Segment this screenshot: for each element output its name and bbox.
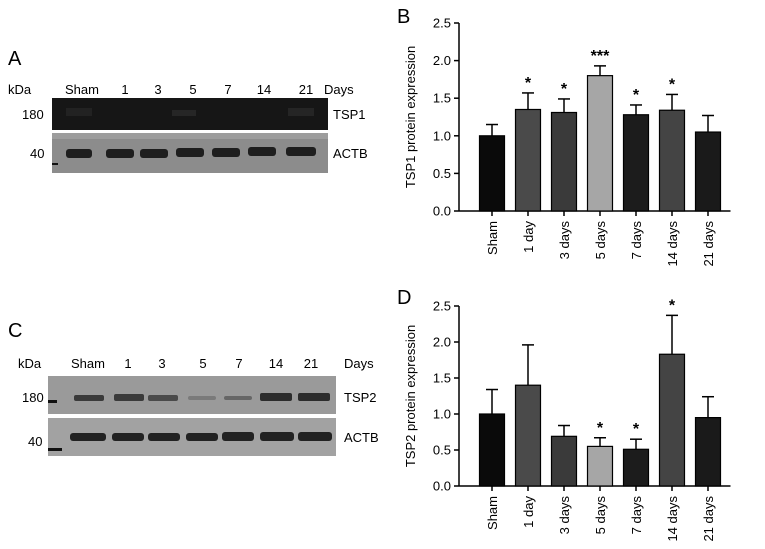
lane-label: 1 <box>121 82 129 97</box>
lane-label: 7 <box>224 82 232 97</box>
x-tick-label: 14 days <box>665 221 680 267</box>
bar <box>694 416 722 487</box>
panel-letter-c: C <box>8 320 23 342</box>
significance-marker: * <box>597 420 604 437</box>
x-tick-label: 21 days <box>701 496 716 542</box>
x-tick-label: 5 days <box>593 221 608 260</box>
y-tick-label: 0.5 <box>433 166 451 181</box>
y-tick-label: 1.5 <box>433 371 451 386</box>
y-tick-label: 2.5 <box>433 299 451 314</box>
panel-letter-a: A <box>8 48 22 70</box>
lane-label: 1 <box>124 356 132 371</box>
bar <box>622 448 650 487</box>
y-tick-label: 2.0 <box>433 53 451 68</box>
days-label: Days <box>344 356 374 371</box>
marker-40: 40 <box>30 146 45 161</box>
x-tick-label: Sham <box>485 221 500 255</box>
bar <box>658 109 686 212</box>
blot-c-lower-strip <box>48 418 336 456</box>
tsp2-bar-chart: 0.0 0.5 1.0 1.5 2.0 2.5 TSP2 protein expressio… <box>403 297 731 542</box>
y-tick-label: 0.5 <box>433 443 451 458</box>
bar <box>586 75 614 212</box>
bar <box>622 114 650 212</box>
lane-label: 21 <box>298 82 314 97</box>
significance-marker: * <box>633 421 640 438</box>
x-tick-label: 21 days <box>701 221 716 267</box>
significance-marker: * <box>669 297 676 314</box>
bar <box>550 111 578 212</box>
days-label: Days <box>324 82 354 97</box>
marker-180: 180 <box>22 107 44 122</box>
x-tick-label: 14 days <box>665 496 680 542</box>
significance-marker: *** <box>591 48 610 65</box>
bar <box>586 445 614 487</box>
x-tick-label: 1 day <box>521 221 536 253</box>
x-tick-label: 3 days <box>557 496 572 535</box>
significance-marker: * <box>525 75 532 92</box>
blot-c-upper-strip <box>48 376 336 414</box>
control-protein-label: ACTB <box>344 430 379 445</box>
x-tick-label: 7 days <box>629 221 644 260</box>
significance-marker: * <box>669 76 676 93</box>
lane-label: 14 <box>256 82 272 97</box>
target-protein-label: TSP1 <box>333 107 366 122</box>
control-protein-label: ACTB <box>333 146 368 161</box>
tsp1-bar-chart: 0.0 0.5 1.0 1.5 2.0 2.5 TSP1 protein expressio… <box>403 16 731 267</box>
lane-label: 5 <box>189 82 197 97</box>
kda-label: kDa <box>8 82 32 97</box>
marker-40: 40 <box>28 434 43 449</box>
lane-label: 7 <box>235 356 243 371</box>
y-axis-title: TSP2 protein expression <box>403 325 418 467</box>
bar <box>478 413 506 487</box>
panel-letter-d: D <box>397 287 412 309</box>
lane-label: 21 <box>303 356 319 371</box>
x-tick-label: 7 days <box>629 496 644 535</box>
lane-label: 14 <box>268 356 284 371</box>
bar <box>478 135 506 212</box>
lane-label: 3 <box>154 82 162 97</box>
bar <box>658 353 686 487</box>
lane-label: 5 <box>199 356 207 371</box>
y-axis-title: TSP1 protein expression <box>403 46 418 188</box>
target-protein-label: TSP2 <box>344 390 377 405</box>
lane-label: Sham <box>65 82 99 97</box>
bar <box>550 435 578 487</box>
blot-a-upper-strip <box>52 98 328 130</box>
y-tick-label: 1.5 <box>433 91 451 106</box>
y-tick-label: 2.5 <box>433 16 451 31</box>
bar <box>514 108 542 212</box>
y-tick-label: 2.0 <box>433 335 451 350</box>
y-tick-label: 0.0 <box>433 204 451 219</box>
lane-label: Sham <box>71 356 105 371</box>
blot-a-lower-strip <box>52 133 328 173</box>
significance-marker: * <box>561 81 568 98</box>
significance-marker: * <box>633 87 640 104</box>
x-tick-label: 5 days <box>593 496 608 535</box>
marker-180: 180 <box>22 390 44 405</box>
bar <box>694 131 722 212</box>
lane-label: 3 <box>158 356 166 371</box>
x-tick-label: 1 day <box>521 496 536 528</box>
y-tick-label: 1.0 <box>433 407 451 422</box>
kda-label: kDa <box>18 356 42 371</box>
y-tick-label: 0.0 <box>433 479 451 494</box>
y-tick-label: 1.0 <box>433 128 451 143</box>
bar <box>514 384 542 487</box>
x-tick-label: 3 days <box>557 221 572 260</box>
x-tick-label: Sham <box>485 496 500 530</box>
panel-letter-b: B <box>397 6 411 28</box>
